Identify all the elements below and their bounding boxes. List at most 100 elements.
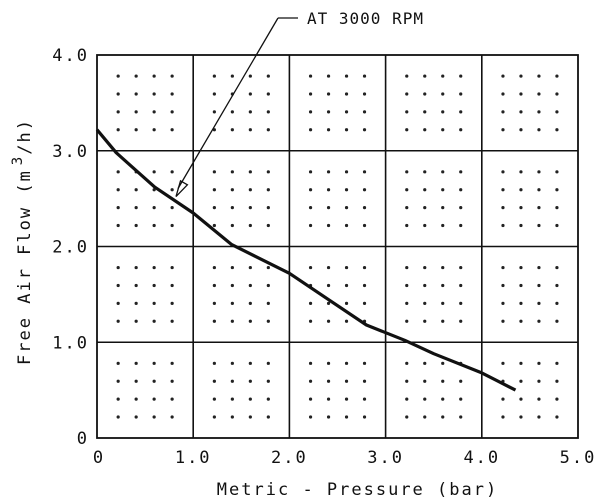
grid-dot — [501, 206, 505, 210]
grid-dot — [537, 206, 541, 210]
grid-dot — [362, 128, 367, 132]
plot-frame — [96, 54, 579, 439]
grid-dot — [266, 128, 270, 132]
grid-dot — [116, 128, 120, 132]
grid-dot — [555, 206, 559, 210]
grid-dot — [459, 265, 463, 270]
grid-dot — [405, 301, 409, 305]
grid-dot — [519, 361, 523, 365]
grid-dot — [134, 92, 138, 96]
grid-dot — [170, 92, 174, 96]
grid-dot — [441, 188, 445, 192]
grid-dot — [555, 170, 559, 174]
grid-dot — [423, 283, 427, 288]
grid-dot — [537, 283, 541, 288]
grid-dot — [230, 397, 234, 401]
grid-dot — [537, 110, 541, 114]
grid-dot — [134, 379, 138, 383]
grid-dot — [537, 265, 541, 270]
grid-dot — [248, 74, 252, 78]
grid-dot — [308, 92, 313, 96]
grid-dot — [308, 301, 313, 305]
grid-dot — [555, 265, 559, 270]
grid-dot — [212, 188, 216, 192]
grid-dot — [344, 128, 349, 132]
grid-dot — [501, 319, 505, 323]
grid-dot — [555, 397, 559, 401]
grid-dot — [405, 170, 409, 174]
grid-dot — [308, 415, 313, 419]
grid-dot — [326, 223, 331, 228]
grid-dot — [423, 319, 427, 323]
grid-dot — [362, 206, 367, 210]
grid-dot — [519, 206, 523, 210]
grid-dot — [170, 223, 174, 228]
grid-dot — [555, 379, 559, 383]
grid-dot — [152, 361, 156, 365]
grid-dot — [308, 110, 313, 114]
grid-dot — [116, 379, 120, 383]
grid-dot — [555, 128, 559, 132]
grid-dot — [152, 319, 156, 323]
x-tick-label: 5.0 — [560, 448, 597, 468]
grid-dot — [212, 223, 216, 228]
grid-dot — [134, 265, 138, 270]
grid-dot — [344, 265, 349, 270]
grid-dot — [266, 379, 270, 383]
grid-dot — [405, 397, 409, 401]
grid-dot — [423, 128, 427, 132]
grid-dot — [170, 283, 174, 288]
grid-dot — [423, 92, 427, 96]
grid-dot — [441, 361, 445, 365]
grid-dot — [519, 379, 523, 383]
grid-dot — [501, 223, 505, 228]
grid-dot — [459, 397, 463, 401]
grid-dot — [555, 415, 559, 419]
grid-dot — [344, 397, 349, 401]
grid-dot — [519, 301, 523, 305]
grid-dot — [362, 265, 367, 270]
plot-border — [96, 54, 579, 439]
grid-dot — [423, 397, 427, 401]
grid-dot — [405, 92, 409, 96]
grid-dot — [170, 319, 174, 323]
grid-dot — [248, 170, 252, 174]
grid-dot — [423, 110, 427, 114]
grid-dot — [537, 223, 541, 228]
grid-dot — [212, 397, 216, 401]
grid-dot — [266, 92, 270, 96]
grid-dot — [362, 415, 367, 419]
grid-dot — [459, 128, 463, 132]
grid-dot — [537, 74, 541, 78]
y-tick-label: 3.0 — [52, 142, 89, 162]
grid-dot — [248, 319, 252, 323]
grid-dot — [362, 223, 367, 228]
grid-dot — [230, 74, 234, 78]
x-tick-label: 4.0 — [463, 448, 500, 468]
grid-dot — [537, 379, 541, 383]
grid-dot — [519, 319, 523, 323]
grid-dot — [326, 170, 331, 174]
grid-dot — [170, 128, 174, 132]
grid-dot — [459, 74, 463, 78]
grid-dot — [212, 170, 216, 174]
grid-dot — [266, 301, 270, 305]
grid-dot — [212, 301, 216, 305]
grid-dot — [230, 223, 234, 228]
grid-dot — [519, 265, 523, 270]
grid-dot — [212, 74, 216, 78]
grid-dot — [134, 74, 138, 78]
grid-dot — [405, 265, 409, 270]
grid-dot — [230, 188, 234, 192]
grid-dot — [362, 188, 367, 192]
grid-dot — [230, 319, 234, 323]
grid-dot — [519, 74, 523, 78]
grid-dot — [230, 206, 234, 210]
grid-dot — [459, 379, 463, 383]
grid-dot — [152, 397, 156, 401]
grid-dot — [344, 92, 349, 96]
grid-dot — [459, 283, 463, 288]
grid-dot — [344, 319, 349, 323]
grid-dot — [441, 283, 445, 288]
